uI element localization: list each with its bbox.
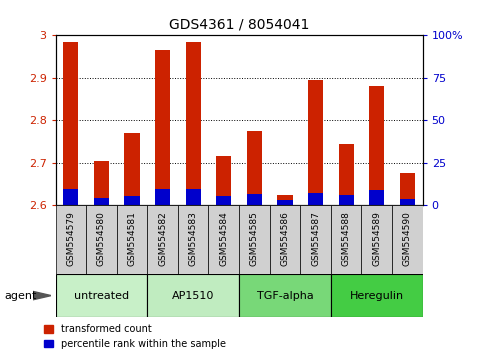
Bar xyxy=(239,205,270,274)
Bar xyxy=(270,205,300,274)
Bar xyxy=(308,193,323,205)
Bar xyxy=(125,133,140,205)
Bar xyxy=(94,198,109,205)
Text: GSM554582: GSM554582 xyxy=(158,211,167,266)
Bar xyxy=(125,196,140,205)
Text: GSM554585: GSM554585 xyxy=(250,211,259,266)
Bar xyxy=(147,274,239,317)
Text: TGF-alpha: TGF-alpha xyxy=(256,291,313,301)
Text: GSM554583: GSM554583 xyxy=(189,211,198,266)
Bar xyxy=(277,195,293,205)
Bar xyxy=(400,173,415,205)
Text: GDS4361 / 8054041: GDS4361 / 8054041 xyxy=(169,18,309,32)
Text: GSM554581: GSM554581 xyxy=(128,211,137,266)
Text: GSM554587: GSM554587 xyxy=(311,211,320,266)
Bar xyxy=(247,131,262,205)
Text: GSM554580: GSM554580 xyxy=(97,211,106,266)
Text: Heregulin: Heregulin xyxy=(350,291,404,301)
Polygon shape xyxy=(33,291,51,300)
Bar xyxy=(247,194,262,205)
Bar xyxy=(300,205,331,274)
Bar xyxy=(369,86,384,205)
Bar xyxy=(86,205,117,274)
Bar xyxy=(147,205,178,274)
Bar xyxy=(63,42,78,205)
Legend: transformed count, percentile rank within the sample: transformed count, percentile rank withi… xyxy=(43,324,226,349)
Text: GSM554584: GSM554584 xyxy=(219,211,228,266)
Bar xyxy=(392,205,423,274)
Bar xyxy=(216,196,231,205)
Bar xyxy=(331,274,423,317)
Text: agent: agent xyxy=(5,291,37,301)
Bar xyxy=(209,205,239,274)
Bar xyxy=(94,161,109,205)
Text: GSM554588: GSM554588 xyxy=(341,211,351,266)
Bar xyxy=(63,189,78,205)
Bar xyxy=(361,205,392,274)
Bar xyxy=(185,189,201,205)
Bar xyxy=(155,50,170,205)
Bar xyxy=(155,189,170,205)
Bar xyxy=(400,199,415,205)
Bar xyxy=(277,200,293,205)
Text: GSM554589: GSM554589 xyxy=(372,211,381,266)
Bar xyxy=(331,205,361,274)
Bar xyxy=(178,205,209,274)
Bar xyxy=(308,80,323,205)
Text: GSM554590: GSM554590 xyxy=(403,211,412,266)
Text: AP1510: AP1510 xyxy=(172,291,214,301)
Text: untreated: untreated xyxy=(74,291,129,301)
Bar xyxy=(56,205,86,274)
Bar xyxy=(339,195,354,205)
Bar xyxy=(56,274,147,317)
Bar xyxy=(339,144,354,205)
Text: GSM554579: GSM554579 xyxy=(66,211,75,266)
Bar xyxy=(239,274,331,317)
Bar xyxy=(369,190,384,205)
Bar xyxy=(185,42,201,205)
Bar xyxy=(117,205,147,274)
Bar xyxy=(216,156,231,205)
Text: GSM554586: GSM554586 xyxy=(281,211,289,266)
